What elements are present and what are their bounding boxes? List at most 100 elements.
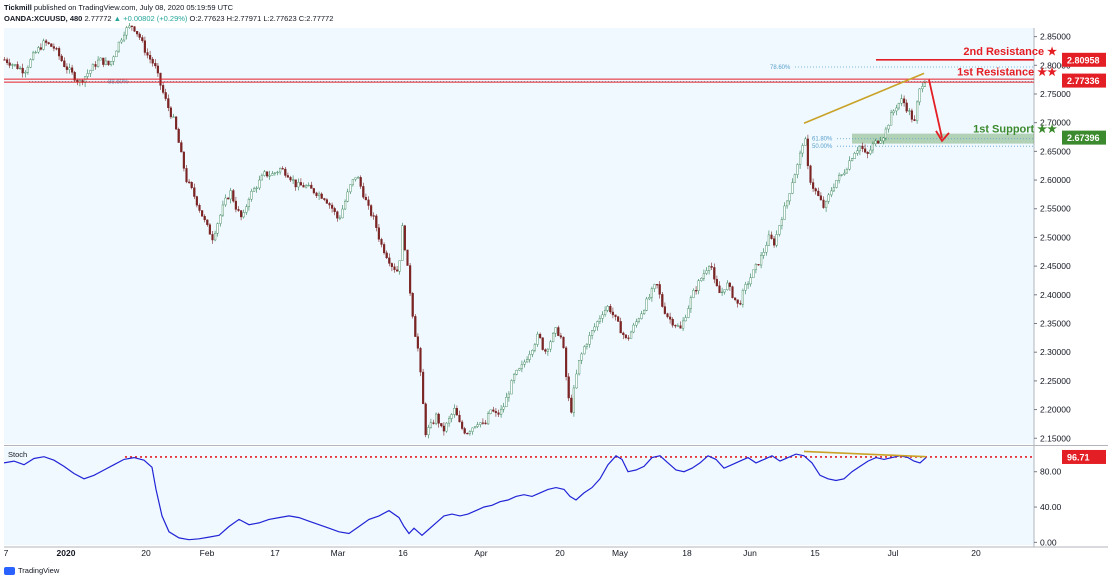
candle-body [336, 211, 339, 219]
candle-body [312, 188, 315, 194]
candle-body [835, 179, 838, 188]
candle-body [731, 286, 734, 298]
candle-body [310, 184, 313, 189]
candle-body [767, 234, 770, 246]
candle-body [783, 205, 786, 220]
chart-header: Tickmill published on TradingView.com, J… [4, 2, 333, 24]
candle-body [806, 138, 809, 167]
price-tick-label: 2.45000 [1040, 261, 1071, 271]
candle-body [874, 140, 877, 145]
candle-body [13, 64, 16, 66]
candle-body [692, 290, 695, 298]
candle-body [68, 67, 71, 70]
candle-body [856, 150, 859, 154]
up-arrow-icon: ▲ [113, 14, 122, 23]
candle-body [445, 422, 448, 432]
second-resistance-price-badge[interactable]: 2.80958 [1062, 52, 1106, 67]
author-name[interactable]: Tickmill [4, 3, 32, 12]
candle-body [697, 280, 700, 291]
candle-body [164, 92, 167, 99]
candlestick-series[interactable] [3, 22, 926, 439]
first-resistance-label: 1st Resistance ★★ [957, 67, 1057, 79]
candle-body [377, 227, 380, 240]
stoch-level-badge-bg [1062, 449, 1106, 464]
candle-body [216, 223, 219, 234]
candle-body [916, 101, 919, 121]
first-resistance-price-badge[interactable]: 2.77336 [1062, 73, 1106, 88]
candle-body [338, 217, 341, 219]
price-tick-label: 2.15000 [1040, 433, 1071, 443]
price-tick-label: 2.20000 [1040, 405, 1071, 415]
candle-body [676, 325, 679, 327]
candle-body [879, 140, 882, 144]
candle-body [117, 41, 120, 52]
tradingview-logo-icon [4, 566, 15, 575]
second-resistance-price-badge-text: 2.80958 [1067, 55, 1100, 65]
candle-body [177, 128, 180, 143]
stoch-level-badge[interactable]: 96.71 [1062, 449, 1106, 464]
candle-body [289, 177, 292, 181]
candle-body [861, 145, 864, 150]
candle-body [245, 206, 248, 213]
candle-body [575, 373, 578, 389]
candle-body [900, 98, 903, 104]
candle-body [578, 359, 581, 375]
candle-body [830, 190, 833, 196]
candle-body [354, 177, 357, 180]
candle-body [21, 67, 24, 74]
candle-body [562, 336, 565, 349]
candle-body [390, 263, 393, 267]
stoch-axis[interactable]: 80.00 40.00 0.00 [1034, 467, 1062, 548]
candle-body [585, 344, 588, 347]
time-axis[interactable]: 7 2020 20 Feb 17 Mar 16 Apr 20 May 18 Jun 15 Jul 20 [4, 548, 981, 558]
candle-body [812, 182, 815, 189]
candle-body [383, 244, 386, 254]
first-support-price-badge[interactable]: 2.67396 [1062, 130, 1106, 145]
forecast-arrow-icon[interactable] [928, 79, 943, 139]
stoch-divergence-line[interactable] [803, 450, 927, 458]
candle-body [219, 214, 222, 224]
tradingview-footer[interactable]: TradingView [4, 566, 59, 575]
candle-body [96, 59, 100, 67]
candle-body [138, 33, 141, 38]
candle-body [466, 433, 469, 435]
candle-body [427, 427, 430, 436]
candle-body [11, 64, 14, 66]
candle-body [715, 278, 718, 287]
candle-body [593, 326, 596, 331]
candle-body [494, 411, 497, 413]
candle-body [851, 158, 854, 161]
candle-body [107, 60, 110, 65]
price-tick-label: 2.75000 [1040, 89, 1071, 99]
candle-body [606, 306, 609, 311]
candle-body [135, 31, 139, 35]
candle-body [871, 143, 874, 151]
candle-body [362, 186, 365, 198]
candle-body [840, 174, 843, 176]
candle-body [656, 284, 659, 286]
price-axis[interactable]: 2.85000 2.80000 2.75000 2.70000 2.65000 2.600… [1034, 32, 1071, 444]
candle-body [169, 107, 172, 118]
publish-line: Tickmill published on TradingView.com, J… [4, 2, 333, 13]
stoch-line[interactable] [3, 453, 927, 541]
candle-body [825, 201, 828, 208]
candle-body [232, 190, 235, 202]
time-tick-label: Feb [200, 548, 215, 558]
price-tick-label: 2.50000 [1040, 232, 1071, 242]
stoch-title: Stoch [8, 450, 27, 459]
candle-body [531, 350, 534, 355]
price-pane[interactable] [4, 28, 1034, 444]
candle-body [185, 168, 188, 183]
candle-body [630, 331, 633, 339]
candle-body [549, 341, 552, 350]
candle-body [60, 55, 63, 62]
symbol-label[interactable]: OANDA:XCUUSD, 480 [4, 14, 83, 23]
candle-body [370, 205, 373, 216]
candle-body [161, 85, 165, 93]
candle-body [424, 403, 427, 436]
rising-trendline[interactable] [803, 72, 925, 124]
candle-body [648, 297, 651, 300]
candle-body [819, 195, 822, 201]
candle-body [357, 177, 360, 179]
